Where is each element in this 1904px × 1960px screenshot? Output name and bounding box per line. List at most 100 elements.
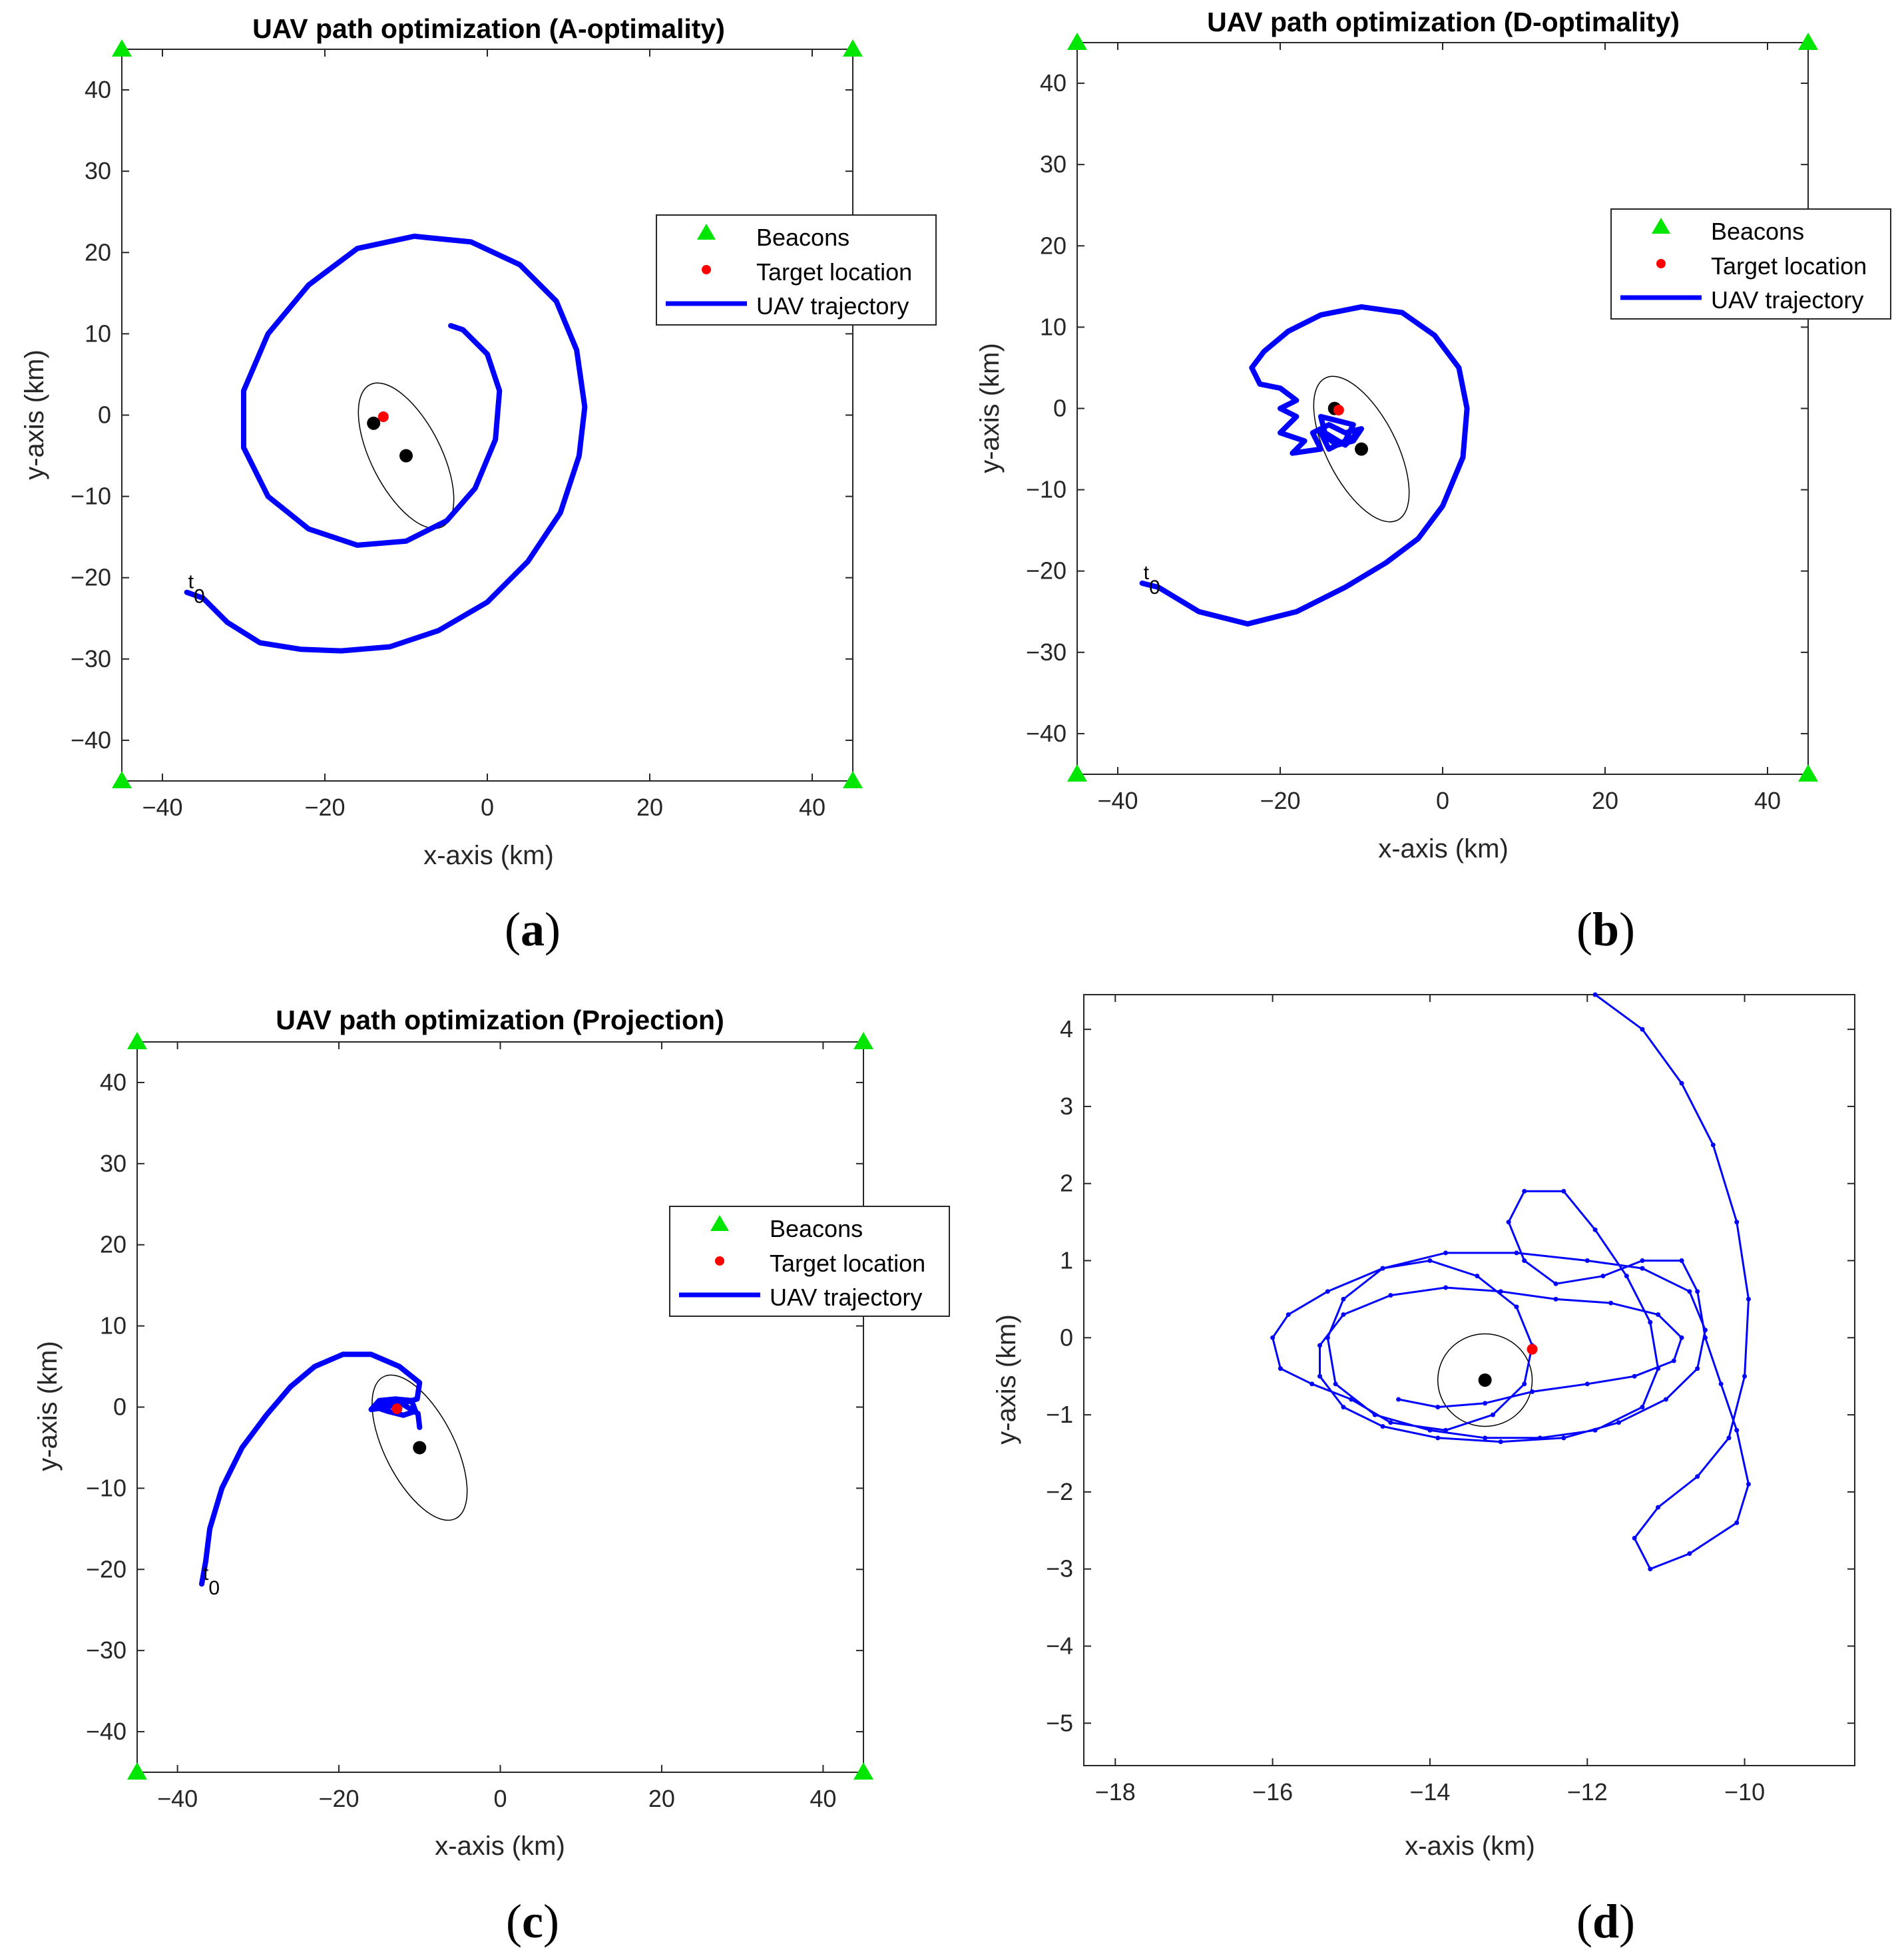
x-tick-label-d: −14 xyxy=(1409,1778,1450,1806)
trajectory-point-d xyxy=(1388,1420,1393,1425)
trajectory-point-d xyxy=(1561,1188,1566,1194)
y-tick-label-b: −20 xyxy=(1026,557,1067,585)
xlabel-d: x-axis (km) xyxy=(1405,1832,1535,1861)
start-label-b: t0 xyxy=(1144,562,1160,599)
trajectory-point-d xyxy=(1746,1481,1751,1487)
beacon-marker-a xyxy=(843,39,863,57)
y-tick-label-d: 4 xyxy=(1060,1015,1073,1043)
legend-c: Beacons Target location UAV trajectory xyxy=(669,1206,950,1317)
uncertainty-ellipse-d xyxy=(1437,1333,1533,1427)
trajectory-point-d xyxy=(1592,992,1598,997)
start-label-a: t0 xyxy=(188,571,205,608)
estimate-point-d xyxy=(1478,1373,1492,1387)
legend-beacons-label-a: Beacons xyxy=(756,224,849,251)
title-c: UAV path optimization (Projection) xyxy=(276,1005,724,1035)
panel-letter-a: a xyxy=(521,903,545,956)
beacon-marker-c xyxy=(853,1032,873,1049)
trajectory-point-d xyxy=(1443,1427,1449,1433)
y-tick-label-b: 0 xyxy=(1053,395,1067,422)
y-tick-label-c: 10 xyxy=(100,1312,126,1340)
x-tick-label-b: 0 xyxy=(1436,787,1449,814)
trajectory-point-d xyxy=(1656,1505,1661,1510)
y-tick-label-c: 30 xyxy=(100,1150,126,1177)
legend-beacon-marker-a xyxy=(697,224,716,240)
legend-target-marker-b xyxy=(1656,259,1666,268)
x-tick-label-c: 0 xyxy=(493,1785,507,1812)
trajectory-point-d xyxy=(1333,1381,1338,1387)
trajectory-point-d xyxy=(1270,1335,1276,1340)
beacon-marker-c xyxy=(127,1762,147,1780)
trajectory-point-d xyxy=(1679,1258,1684,1264)
estimate-point-c xyxy=(413,1441,427,1455)
trajectory-point-d xyxy=(1537,1435,1543,1441)
panel-b: UAV path optimization (D-optimality) −40… xyxy=(975,7,1891,956)
trajectory-point-d xyxy=(1522,1188,1527,1194)
trajectory-point-d xyxy=(1475,1274,1480,1279)
trajectory-point-d xyxy=(1695,1366,1700,1371)
axes-frame-b xyxy=(1076,42,1809,775)
uav-trajectory-b xyxy=(1139,304,1470,627)
panel-letter-b: b xyxy=(1592,903,1619,956)
x-tick-label-b: 20 xyxy=(1592,787,1618,814)
legend-target-label-c: Target location xyxy=(770,1250,925,1277)
trajectory-point-d xyxy=(1687,1551,1692,1557)
beacon-marker-c xyxy=(127,1032,147,1049)
y-tick-label-b: 20 xyxy=(1040,232,1067,259)
y-tick-label-c: −20 xyxy=(86,1555,126,1583)
x-tick-label-d: −18 xyxy=(1095,1778,1136,1806)
trajectory-point-d xyxy=(1679,1335,1684,1340)
trajectory-point-d xyxy=(1435,1435,1441,1441)
x-tick-label-a: −20 xyxy=(304,794,345,821)
y-tick-label-b: −40 xyxy=(1026,720,1067,747)
target-location-a xyxy=(377,411,389,422)
legend-a: Beacons Target location UAV trajectory xyxy=(656,214,937,326)
legend-b: Beacons Target location UAV trajectory xyxy=(1610,208,1891,320)
y-tick-label-c: −10 xyxy=(86,1474,126,1501)
beacon-marker-a xyxy=(112,771,132,788)
trajectory-point-d xyxy=(1734,1427,1740,1433)
trajectory-point-d xyxy=(1734,1520,1740,1525)
y-tick-label-d: −2 xyxy=(1046,1478,1073,1505)
trajectory-point-d xyxy=(1443,1250,1449,1256)
trajectory-point-d xyxy=(1584,1381,1590,1387)
y-tick-label-a: 40 xyxy=(85,76,111,103)
trajectory-point-d xyxy=(1600,1274,1606,1279)
panel-c: UAV path optimization (Projection) −40 −2… xyxy=(33,1005,950,1948)
trajectory-point-d xyxy=(1553,1296,1558,1302)
trajectory-point-d xyxy=(1349,1397,1354,1402)
estimate-point-a xyxy=(399,449,413,463)
trajectory-point-d xyxy=(1726,1435,1732,1441)
uncertainty-ellipse-c xyxy=(371,1374,468,1521)
y-tick-label-a: 20 xyxy=(85,238,111,266)
trajectory-point-d xyxy=(1325,1289,1330,1294)
target-location-d xyxy=(1527,1344,1538,1355)
trajectory-point-d xyxy=(1648,1567,1653,1572)
trajectory-point-d xyxy=(1309,1381,1315,1387)
trajectory-point-d xyxy=(1514,1250,1519,1256)
trajectory-point-d xyxy=(1522,1258,1527,1264)
x-tick-label-a: 0 xyxy=(481,794,494,821)
xlabel-a: x-axis (km) xyxy=(423,841,554,870)
trajectory-point-d xyxy=(1695,1289,1700,1294)
y-tick-label-d: −4 xyxy=(1046,1632,1073,1660)
y-tick-label-b: 30 xyxy=(1040,150,1067,178)
panel-letter-c: c xyxy=(522,1895,543,1948)
axes-frame-a xyxy=(121,49,853,782)
x-tick-label-d: −10 xyxy=(1724,1778,1765,1806)
trajectory-point-d xyxy=(1498,1289,1503,1294)
x-tick-label-c: 20 xyxy=(648,1785,675,1812)
trajectory-point-d xyxy=(1380,1423,1385,1429)
trajectory-point-d xyxy=(1640,1258,1645,1264)
y-tick-label-a: −30 xyxy=(71,645,111,672)
trajectory-point-d xyxy=(1553,1281,1558,1286)
trajectory-point-d xyxy=(1435,1405,1441,1410)
y-tick-label-b: −30 xyxy=(1026,638,1067,666)
uncertainty-ellipse-b xyxy=(1313,375,1410,523)
trajectory-point-d xyxy=(1443,1285,1449,1290)
panel-label-b: (b) xyxy=(1576,903,1635,956)
beacon-marker-a xyxy=(112,39,132,57)
trajectory-point-d xyxy=(1341,1296,1346,1302)
trajectory-point-d xyxy=(1640,1405,1645,1410)
uav-trajectory-d xyxy=(1272,993,1750,1571)
start-label-subscript-b: 0 xyxy=(1149,577,1160,599)
